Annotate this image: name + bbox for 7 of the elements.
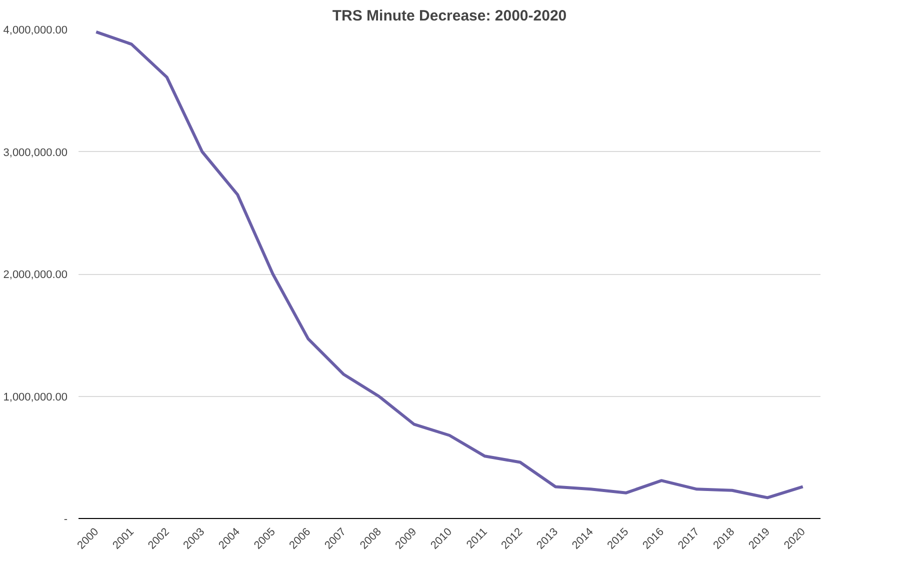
y-tick-label: 2,000,000.00 <box>3 269 68 281</box>
y-tick-label: - <box>64 514 68 526</box>
y-tick-label: 4,000,000.00 <box>3 24 68 36</box>
y-tick-label: 3,000,000.00 <box>3 146 68 159</box>
chart-title: TRS Minute Decrease: 2000-2020 <box>332 8 567 24</box>
y-tick-label: 1,000,000.00 <box>3 391 68 404</box>
line-series <box>94 30 804 500</box>
